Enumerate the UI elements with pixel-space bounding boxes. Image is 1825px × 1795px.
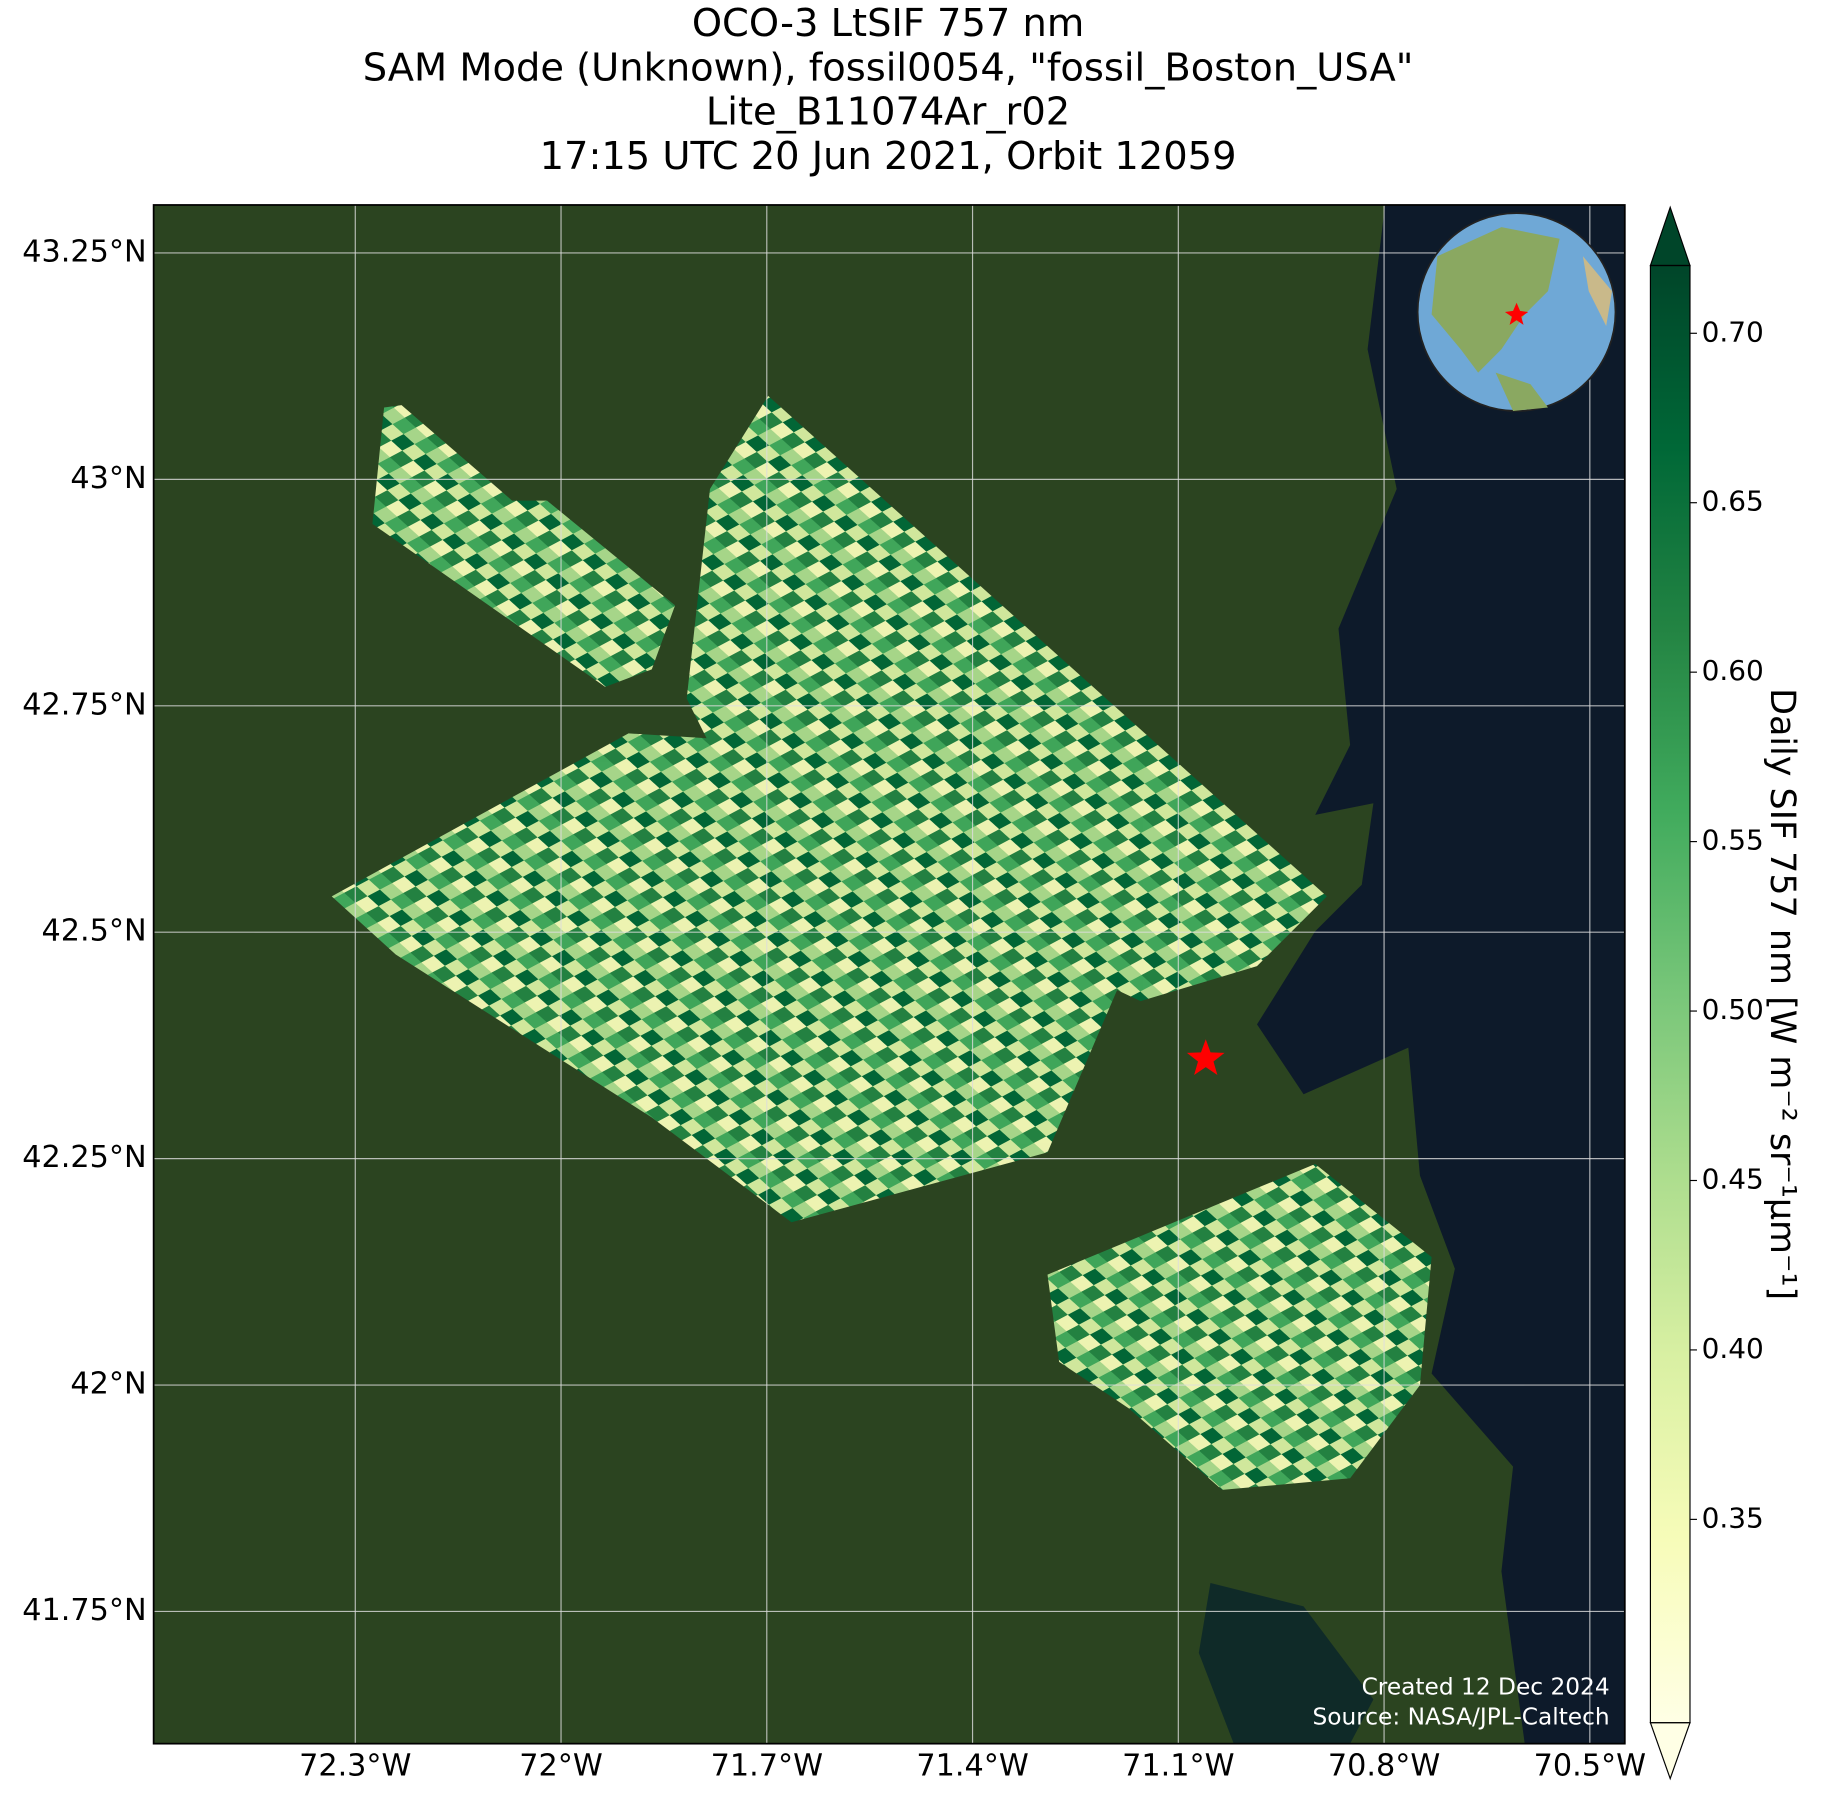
x-tick-label: 70.8°W [1328, 1748, 1440, 1783]
colorbar-tick-label: 0.55 [1702, 824, 1764, 857]
colorbar-tick-label: 0.45 [1702, 1162, 1764, 1195]
colorbar-tick-label: 0.60 [1702, 654, 1764, 687]
x-tick-label: 71.1°W [1122, 1748, 1234, 1783]
colorbar-tick-label: 0.65 [1702, 485, 1764, 518]
swath [1047, 1164, 1432, 1490]
chart-title: 17:15 UTC 20 Jun 2021, Orbit 12059 [540, 134, 1237, 179]
y-tick-label: 42°N [70, 1367, 146, 1402]
x-tick-label: 72°W [519, 1748, 603, 1783]
swath [372, 405, 676, 687]
continent [1431, 227, 1560, 373]
colorbar-label: Daily SIF 757 nm [W m⁻² sr⁻¹µm⁻¹] [1762, 688, 1802, 1300]
colorbar-tick-label: 0.50 [1702, 993, 1764, 1026]
y-tick-label: 43°N [70, 461, 146, 496]
colorbar-body [1650, 265, 1690, 1723]
chart-title: Lite_B11074Ar_r02 [706, 90, 1070, 135]
continent [1582, 256, 1613, 327]
x-tick-label: 71.7°W [711, 1748, 823, 1783]
colorbar-tick-label: 0.35 [1702, 1501, 1764, 1534]
map: Created 12 Dec 2024 Source: NASA/JPL-Calt… [153, 204, 1625, 1744]
target-marker [1186, 1039, 1225, 1076]
x-tick-label: 71.4°W [916, 1748, 1028, 1783]
colorbar-frame [1649, 264, 1691, 1724]
y-tick-label: 42.75°N [22, 687, 146, 722]
map-frame [152, 204, 1626, 1745]
x-tick-label: 70.5°W [1534, 1748, 1646, 1783]
colorbar-extend-min [1649, 1722, 1691, 1781]
colorbar-tick-label: 0.40 [1702, 1332, 1764, 1365]
sif-footprints [331, 395, 1432, 1490]
bay [1198, 1583, 1374, 1744]
colorbar-tick-label: 0.70 [1702, 315, 1764, 348]
chart-title: OCO-3 LtSIF 757 nm [692, 1, 1084, 46]
ocean [1257, 204, 1625, 1744]
globe-marker [1504, 302, 1529, 325]
gridlines [153, 204, 1625, 1744]
y-tick-label: 41.75°N [22, 1593, 146, 1628]
y-tick-label: 42.5°N [42, 914, 147, 949]
colorbar-extend-max [1649, 205, 1691, 267]
y-tick-label: 42.25°N [22, 1140, 146, 1175]
credit-text: Created 12 Dec 2024 [1362, 1673, 1610, 1700]
swath [331, 733, 1118, 1223]
x-tick-label: 72.3°W [299, 1748, 411, 1783]
continent [1495, 372, 1548, 411]
chart-title: SAM Mode (Unknown), fossil0054, "fossil_… [363, 45, 1414, 90]
credit-text: Source: NASA/JPL-Caltech [1312, 1704, 1609, 1731]
axes: 72.3°W 72°W 71.7°W 71.4°W 71.1°W 70.8°W 70.5°W… [22, 234, 1646, 1783]
colorbar: 0.35 0.40 0.45 0.50 0.55 0.60 0.65 0.70 Daily SI… [1649, 205, 1802, 1781]
credits: Created 12 Dec 2024 Source: NASA/JPL-Calt… [1312, 1673, 1609, 1730]
y-tick-label: 43.25°N [22, 234, 146, 269]
